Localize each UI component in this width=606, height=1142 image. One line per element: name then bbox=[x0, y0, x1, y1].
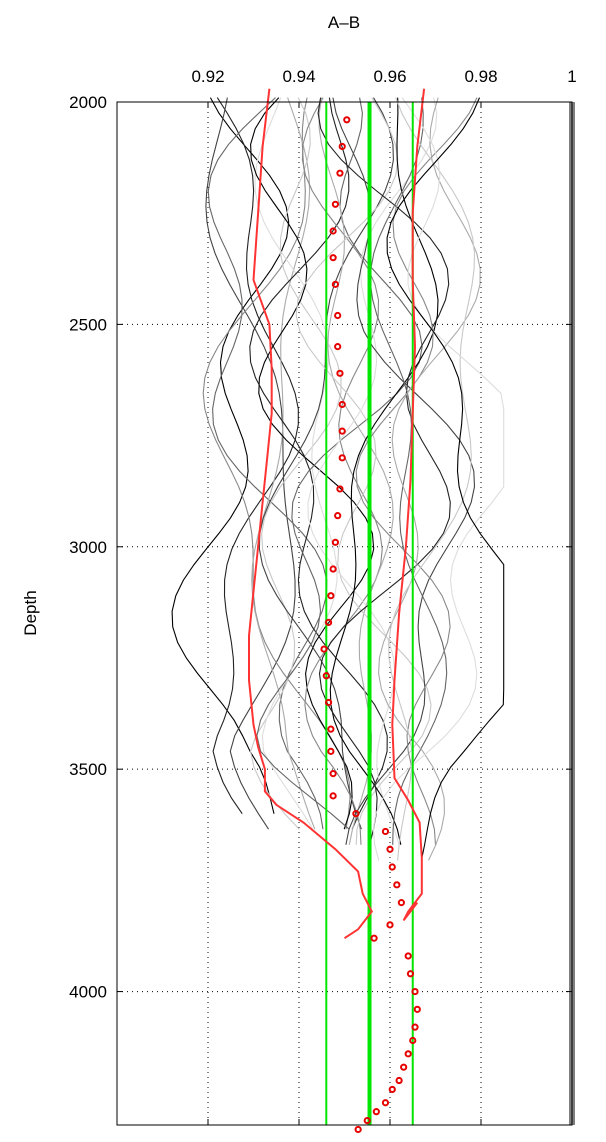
red-marker-point bbox=[338, 427, 346, 435]
red-marker-point bbox=[336, 169, 344, 177]
grey-profile-line bbox=[386, 97, 505, 861]
x-tick-label: 0.92 bbox=[191, 67, 224, 86]
red-marker-point bbox=[324, 618, 333, 626]
red-marker-point bbox=[409, 1036, 417, 1045]
red-marker-point bbox=[320, 645, 328, 653]
red-marker-point bbox=[388, 863, 396, 871]
y-tick-label: 2500 bbox=[69, 315, 107, 334]
red-marker-point bbox=[352, 810, 360, 818]
red-marker-point bbox=[327, 725, 335, 733]
grey-profile-line bbox=[249, 97, 388, 830]
grey-profile-line bbox=[207, 97, 328, 830]
x-axis-title: A–B bbox=[328, 13, 360, 32]
x-tick-label: 0.98 bbox=[464, 67, 497, 86]
red-marker-point bbox=[388, 1085, 396, 1094]
red-marker-point bbox=[354, 1125, 362, 1134]
red-marker-point bbox=[334, 311, 342, 320]
y-tick-label: 2000 bbox=[69, 93, 107, 112]
red-marker-point bbox=[363, 1116, 371, 1125]
red-marker-point bbox=[395, 1076, 403, 1085]
red-profile-line bbox=[391, 88, 426, 922]
red-marker-point bbox=[338, 400, 346, 409]
red-marker-point bbox=[324, 698, 333, 707]
red-marker-point bbox=[338, 454, 346, 462]
red-marker-point bbox=[334, 512, 342, 520]
red-marker-point bbox=[329, 565, 337, 573]
red-marker-point bbox=[336, 369, 344, 377]
red-marker-point bbox=[397, 899, 405, 907]
grey-profile-line bbox=[202, 97, 351, 830]
y-tick-label: 3000 bbox=[69, 538, 107, 557]
grey-profile-line bbox=[317, 97, 451, 845]
grey-profile-line bbox=[295, 97, 432, 845]
red-profile-line bbox=[248, 88, 373, 940]
grey-profile-line bbox=[355, 97, 478, 845]
red-marker-point bbox=[329, 254, 337, 262]
red-marker-point bbox=[404, 952, 412, 960]
grey-profile-line bbox=[251, 97, 316, 830]
red-marker-point bbox=[331, 538, 339, 546]
y-tick-label: 4000 bbox=[69, 983, 107, 1002]
red-marker-point bbox=[386, 845, 394, 853]
red-marker-point bbox=[331, 200, 339, 208]
grey-profile-line bbox=[369, 97, 448, 845]
red-marker-point bbox=[393, 881, 401, 889]
x-tick-label: 1 bbox=[567, 67, 576, 86]
red-marker-point bbox=[381, 1099, 390, 1107]
plot-frame bbox=[116, 101, 573, 1126]
grey-profile-line bbox=[212, 97, 299, 815]
red-marker-point bbox=[370, 934, 378, 942]
red-marker-point bbox=[322, 672, 330, 680]
red-marker-point bbox=[331, 280, 339, 288]
red-marker-point bbox=[381, 827, 390, 836]
grey-profile-line bbox=[307, 97, 438, 845]
grey-profile-line bbox=[205, 97, 296, 830]
red-marker-point bbox=[386, 921, 394, 929]
red-marker-point bbox=[411, 987, 419, 996]
red-marker-point bbox=[411, 1023, 419, 1031]
y-tick-label: 3500 bbox=[69, 760, 107, 779]
red-marker-point bbox=[413, 1005, 421, 1013]
red-marker-point bbox=[329, 770, 337, 778]
red-marker-point bbox=[406, 970, 415, 978]
red-marker-point bbox=[404, 1050, 412, 1058]
y-axis-title: Depth bbox=[21, 590, 40, 635]
red-marker-point bbox=[329, 792, 337, 800]
grey-profile-line bbox=[250, 97, 375, 830]
red-marker-point bbox=[334, 343, 342, 351]
red-marker-point bbox=[327, 592, 335, 600]
red-marker-point bbox=[343, 116, 351, 124]
grey-profile-line bbox=[171, 97, 290, 814]
x-tick-label: 0.96 bbox=[373, 67, 406, 86]
x-tick-label: 0.94 bbox=[282, 67, 315, 86]
grey-profile-line bbox=[249, 97, 342, 830]
red-marker-point bbox=[336, 485, 344, 493]
red-marker-point bbox=[329, 227, 337, 235]
red-marker-point bbox=[338, 142, 346, 151]
red-marker-point bbox=[327, 747, 335, 755]
red-marker-point bbox=[372, 1108, 380, 1116]
grey-profile-line bbox=[301, 97, 383, 845]
red-marker-point bbox=[400, 1063, 408, 1071]
grey-profile-line bbox=[388, 97, 476, 861]
axis-ticks: 0.92 0.94 0.96 0.98 1 2000 2500 3000 3500 4000 bbox=[69, 67, 577, 1125]
grey-profile-line bbox=[378, 97, 481, 861]
grey-profile-line bbox=[372, 97, 505, 861]
